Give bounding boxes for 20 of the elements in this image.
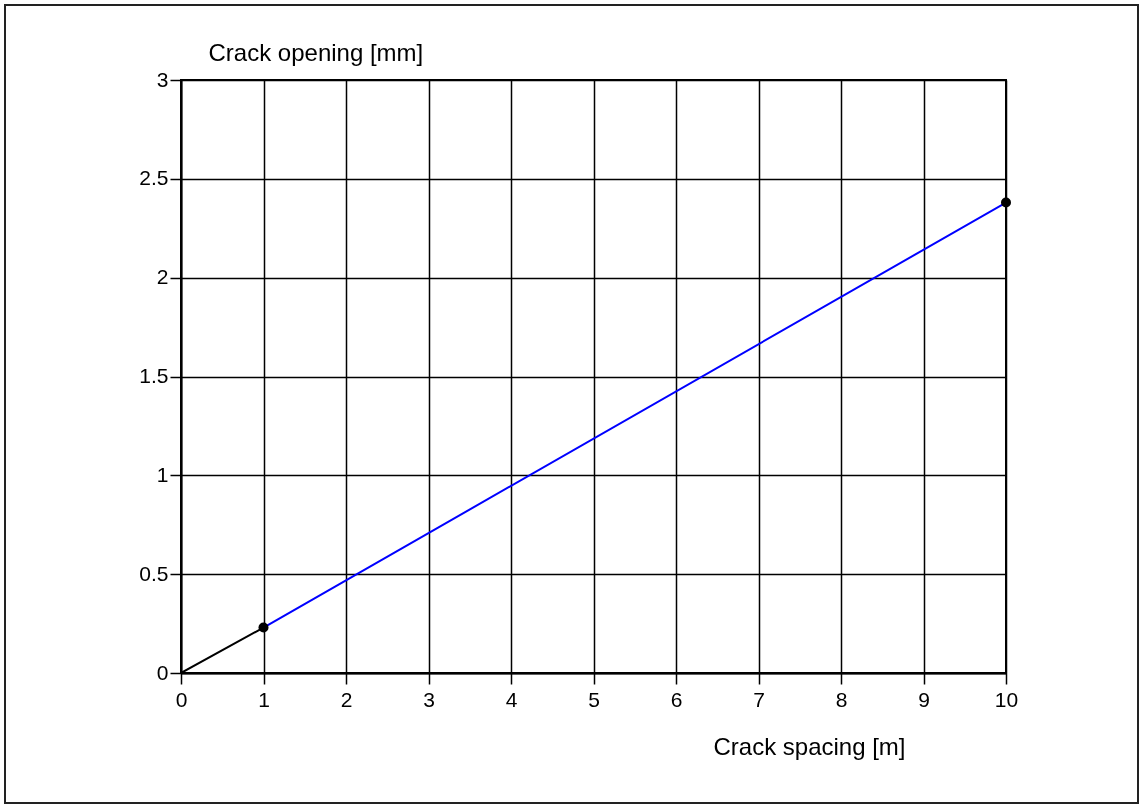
y-tick-label: 0 bbox=[156, 660, 169, 684]
y-axis-title: Crack opening [mm] bbox=[208, 38, 424, 66]
y-tick-label: 3 bbox=[156, 67, 169, 91]
x-axis-title: Crack spacing [m] bbox=[713, 732, 906, 760]
y-tick-label: 1 bbox=[156, 462, 169, 486]
x-tick-label: 1 bbox=[258, 687, 270, 711]
y-tick-label: 2.5 bbox=[139, 166, 169, 190]
x-tick-label: 4 bbox=[505, 687, 518, 711]
x-tick-label: 0 bbox=[175, 687, 188, 711]
x-tick-label: 2 bbox=[340, 687, 353, 711]
y-tick-label: 2 bbox=[156, 265, 169, 289]
x-tick-label: 9 bbox=[918, 687, 930, 711]
x-tick-label: 10 bbox=[994, 687, 1019, 711]
x-tick-label: 3 bbox=[423, 687, 435, 711]
x-tick-label: 7 bbox=[753, 687, 765, 711]
x-tick-label: 5 bbox=[588, 687, 600, 711]
y-tick-label: 0.5 bbox=[139, 561, 169, 585]
y-tick-label: 1.5 bbox=[139, 364, 169, 387]
x-tick-label: 6 bbox=[670, 687, 683, 711]
x-tick-label: 8 bbox=[835, 687, 848, 711]
